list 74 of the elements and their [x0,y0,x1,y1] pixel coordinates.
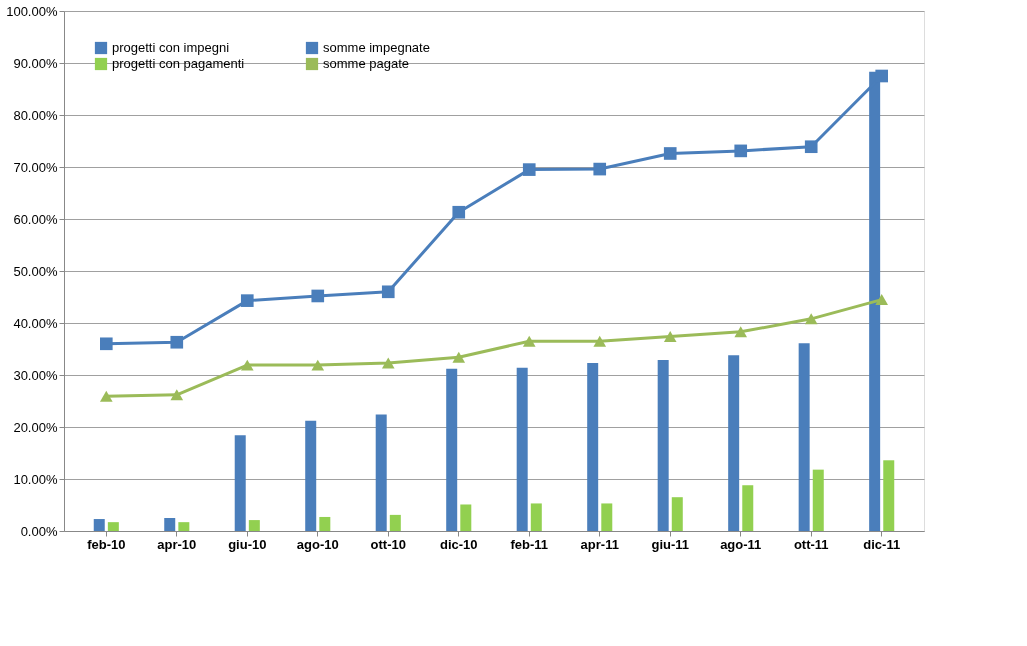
y-tick-label: 30.00% [13,367,58,383]
bar [375,414,387,531]
bar [657,359,669,531]
bar [812,469,824,531]
x-tick-label: giu-11 [651,536,690,552]
point [240,294,254,307]
y-tick-label: 40.00% [13,315,58,331]
point [99,390,113,402]
point [452,351,466,363]
point [522,163,536,176]
y-tick-label: 90.00% [13,55,58,71]
x-tick-label: giu-10 [228,536,267,552]
y-tick-label: 80.00% [13,107,58,123]
point [240,359,254,371]
x-tick-label: ago-11 [720,536,762,552]
bar [798,343,810,531]
point [99,337,113,351]
bar [742,485,754,531]
bar [516,367,528,531]
bar [93,519,105,531]
y-tick-label: 60.00% [13,211,58,227]
point [170,335,184,349]
x-tick-label: dic-10 [439,536,478,552]
point [734,326,748,338]
point [875,294,889,306]
point [804,313,818,325]
legend-label: progetti con pagamenti [112,56,245,71]
bar [164,518,176,531]
point [311,359,325,371]
point [170,389,184,401]
bar [234,435,246,531]
point [522,335,536,347]
y-tick-label: 70.00% [13,159,58,175]
x-tick-label: apr-10 [157,536,197,552]
point [381,357,395,369]
point [734,144,748,158]
bar [728,355,740,531]
bar [883,460,895,531]
bar [446,368,458,531]
y-tick-label: 100.00% [6,3,58,19]
x-tick-label: ago-10 [296,536,339,552]
y-tick-label: 50.00% [13,263,58,279]
bar [530,503,542,531]
point [804,140,818,154]
bar [248,520,260,531]
point [381,285,395,299]
y-tick-label: 0.00% [20,523,58,539]
point [663,147,677,160]
x-tick-label: dic-11 [863,536,901,552]
x-tick-label: ott-10 [370,536,406,552]
point [593,335,607,347]
x-tick-label: feb-11 [510,536,549,552]
bar [305,420,317,531]
x-tick-label: feb-10 [87,536,126,552]
bar [107,522,119,531]
x-tick-label: ott-11 [793,536,829,552]
y-tick-label: 20.00% [13,419,58,435]
point [593,162,607,176]
bar [460,504,472,531]
bar [587,363,599,531]
bar [178,522,190,531]
legend-label: somme pagate [323,56,409,71]
legend-label: somme impegnate [323,40,430,55]
point [452,205,466,219]
bar [601,503,613,531]
x-tick-label: apr-11 [580,536,619,552]
point [663,331,677,342]
bar [389,514,401,531]
bar [671,497,683,531]
y-tick-label: 10.00% [13,471,58,487]
point [875,69,889,83]
legend-label: progetti con impegni [112,40,230,55]
bar [319,516,331,531]
point [311,289,325,303]
